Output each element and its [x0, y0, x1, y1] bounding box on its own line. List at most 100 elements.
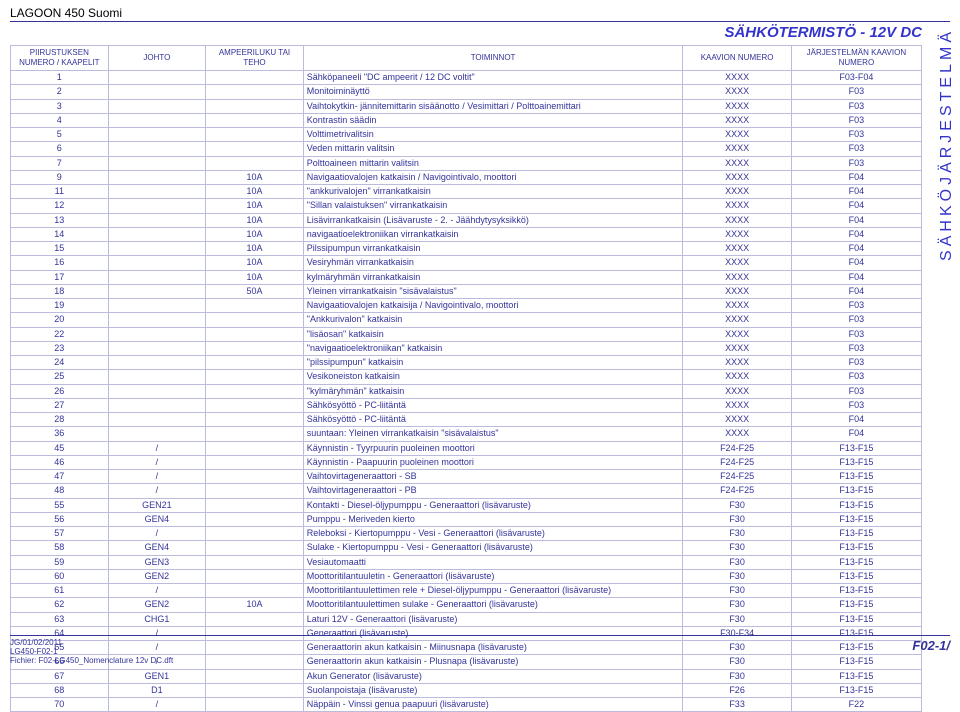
cell-drawing: 60 [11, 569, 109, 583]
cell-scheme: XXXX [683, 284, 791, 298]
cell-scheme: XXXX [683, 142, 791, 156]
cell-scheme: XXXX [683, 327, 791, 341]
cell-drawing: 19 [11, 299, 109, 313]
table-row: 1850AYleinen virrankatkaisin "sisävalais… [11, 284, 922, 298]
cell-func: Moottoritilantuuletin - Generaattori (li… [303, 569, 683, 583]
cell-func: Näppäin - Vinssi genua paapuuri (lisävar… [303, 698, 683, 712]
cell-amp [206, 413, 304, 427]
cell-sys: F03 [791, 299, 921, 313]
cell-sys: F03 [791, 156, 921, 170]
nomenclature-table: PIIRUSTUKSEN NUMERO / KAAPELIT JOHTO AMP… [10, 45, 922, 712]
table-row: 19 Navigaatiovalojen katkaisija / Navigoi… [11, 299, 922, 313]
col-header-func: TOIMINNOT [303, 46, 683, 71]
cell-amp [206, 512, 304, 526]
cell-drawing: 26 [11, 384, 109, 398]
cell-drawing: 9 [11, 170, 109, 184]
cell-scheme: F30 [683, 555, 791, 569]
header-title-volt: 12V DC [869, 24, 922, 41]
cell-sys: F03 [791, 142, 921, 156]
cell-wire [108, 413, 206, 427]
table-row: 60GEN2Moottoritilantuuletin - Generaatto… [11, 569, 922, 583]
table-row: 7Polttoaineen mittarin valitsinXXXXF03 [11, 156, 922, 170]
cell-amp: 10A [206, 199, 304, 213]
cell-amp [206, 441, 304, 455]
cell-func: Kontrastin säädin [303, 113, 683, 127]
cell-scheme: F30 [683, 527, 791, 541]
cell-amp [206, 527, 304, 541]
cell-scheme: XXXX [683, 85, 791, 99]
cell-func: Sähkösyöttö - PC-liitäntä [303, 413, 683, 427]
cell-drawing: 70 [11, 698, 109, 712]
cell-scheme: XXXX [683, 128, 791, 142]
cell-amp [206, 698, 304, 712]
cell-wire [108, 270, 206, 284]
cell-wire [108, 213, 206, 227]
col-header-drawing: PIIRUSTUKSEN NUMERO / KAAPELIT [11, 46, 109, 71]
cell-amp [206, 313, 304, 327]
cell-scheme: F30 [683, 598, 791, 612]
cell-func: Navigaatiovalojen katkaisija / Navigoint… [303, 299, 683, 313]
table-body: 1Sähköpaneeli "DC ampeerit / 12 DC volti… [11, 71, 922, 712]
cell-drawing: 5 [11, 128, 109, 142]
cell-sys: F04 [791, 199, 921, 213]
cell-func: Vesikoneiston katkaisin [303, 370, 683, 384]
cell-amp [206, 612, 304, 626]
cell-func: "lisäosan" katkaisin [303, 327, 683, 341]
cell-func: Suolanpoistaja (lisävaruste) [303, 683, 683, 697]
cell-amp [206, 142, 304, 156]
cell-drawing: 27 [11, 398, 109, 412]
cell-wire [108, 113, 206, 127]
cell-sys: F13-F15 [791, 612, 921, 626]
cell-sys: F13-F15 [791, 669, 921, 683]
cell-func: Akun Generator (lisävaruste) [303, 669, 683, 683]
cell-func: Volttimetrivalitsin [303, 128, 683, 142]
cell-sys: F03 [791, 370, 921, 384]
cell-sys: F13-F15 [791, 484, 921, 498]
cell-scheme: XXXX [683, 156, 791, 170]
cell-wire [108, 384, 206, 398]
cell-wire: GEN4 [108, 541, 206, 555]
cell-wire [108, 71, 206, 85]
table-row: 1310ALisävirrankatkaisin (Lisävaruste - … [11, 213, 922, 227]
cell-drawing: 20 [11, 313, 109, 327]
cell-func: Moottoritilantuulettimen rele + Diesel-ö… [303, 584, 683, 598]
cell-drawing: 24 [11, 356, 109, 370]
cell-scheme: F30 [683, 541, 791, 555]
cell-sys: F04 [791, 170, 921, 184]
cell-drawing: 22 [11, 327, 109, 341]
cell-wire [108, 128, 206, 142]
footer-page-number: F02-1/ [912, 638, 950, 653]
cell-wire: GEN2 [108, 598, 206, 612]
cell-amp [206, 683, 304, 697]
table-row: 62GEN210AMoottoritilantuulettimen sulake… [11, 598, 922, 612]
cell-amp [206, 427, 304, 441]
cell-wire: D1 [108, 683, 206, 697]
cell-wire [108, 341, 206, 355]
cell-func: Moottoritilantuulettimen sulake - Genera… [303, 598, 683, 612]
cell-func: Monitoiminäyttö [303, 85, 683, 99]
cell-scheme: XXXX [683, 71, 791, 85]
cell-amp [206, 470, 304, 484]
cell-func: Veden mittarin valitsin [303, 142, 683, 156]
cell-drawing: 4 [11, 113, 109, 127]
cell-wire [108, 256, 206, 270]
cell-sys: F13-F15 [791, 569, 921, 583]
table-row: 22"lisäosan" katkaisinXXXXF03 [11, 327, 922, 341]
cell-amp [206, 299, 304, 313]
cell-drawing: 12 [11, 199, 109, 213]
cell-wire: / [108, 455, 206, 469]
table-row: 36suuntaan: Yleinen virrankatkaisin "sis… [11, 427, 922, 441]
cell-amp: 10A [206, 270, 304, 284]
cell-wire: / [108, 584, 206, 598]
cell-wire: / [108, 441, 206, 455]
cell-wire [108, 185, 206, 199]
cell-func: "navigaatioelektroniikan" katkaisin [303, 341, 683, 355]
cell-wire: / [108, 698, 206, 712]
cell-wire [108, 313, 206, 327]
cell-wire [108, 156, 206, 170]
cell-scheme: XXXX [683, 227, 791, 241]
cell-func: Vesiautomaatti [303, 555, 683, 569]
cell-sys: F04 [791, 185, 921, 199]
page-header: SÄHKÖTERMISTÖ - 12V DC [10, 24, 950, 41]
cell-sys: F04 [791, 227, 921, 241]
